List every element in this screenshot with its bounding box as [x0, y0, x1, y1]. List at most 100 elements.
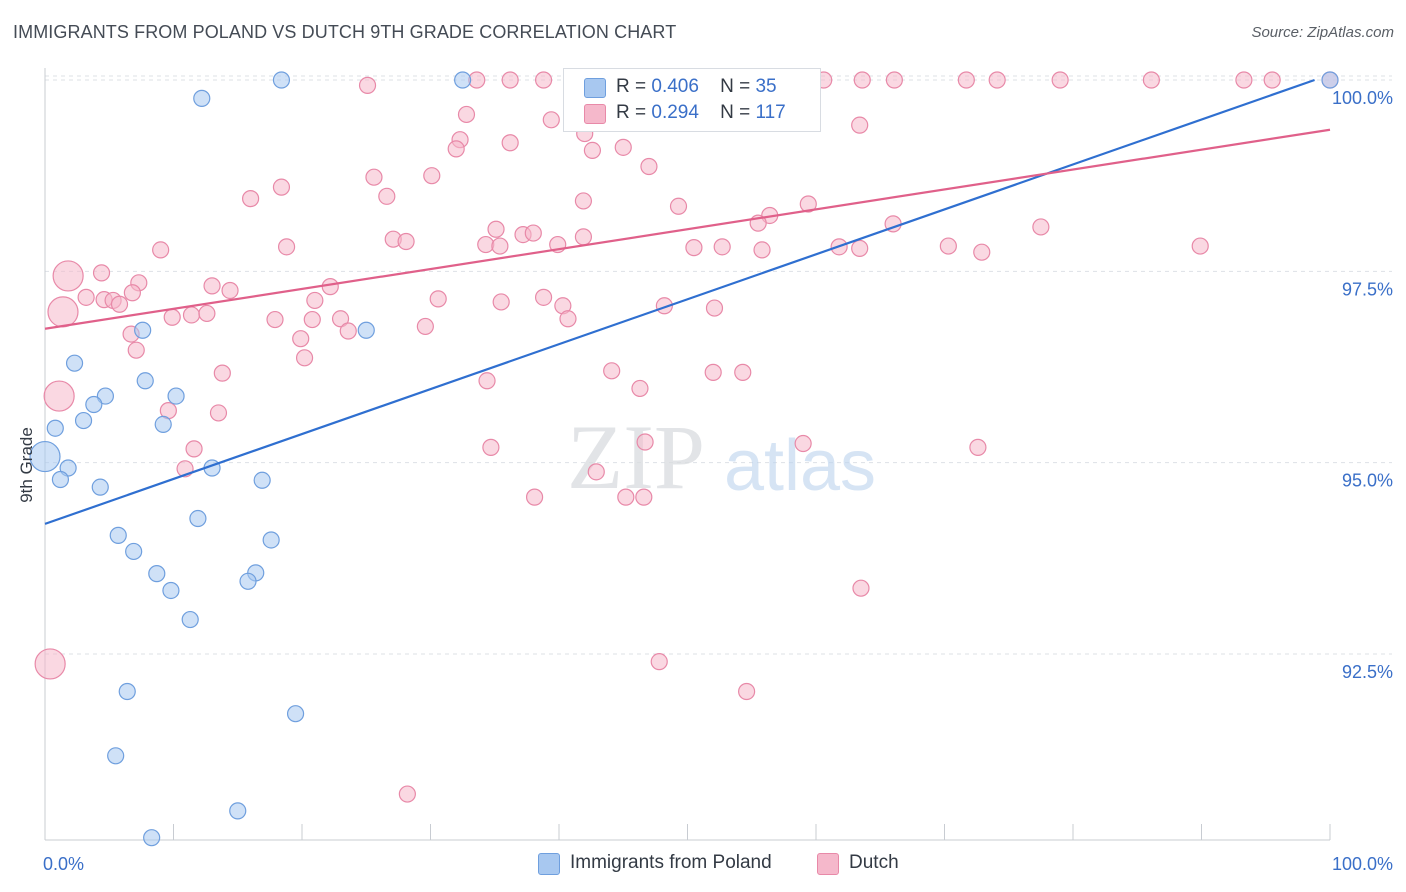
poland-point: [262, 531, 280, 549]
x-tick-label-min: 0.0%: [43, 854, 84, 874]
dutch-point: [542, 111, 560, 129]
poland-point: [65, 354, 84, 372]
r-label: R =: [616, 76, 647, 97]
bottom-legend-label-dutch: Dutch: [849, 852, 899, 873]
poland-point: [125, 542, 143, 561]
dutch-point: [685, 239, 703, 257]
dutch-point: [398, 785, 416, 803]
dutch-point: [988, 71, 1006, 89]
bottom-legend-label-poland: Immigrants from Poland: [570, 852, 772, 873]
poland-point: [193, 89, 211, 107]
poland-point: [154, 415, 172, 433]
dutch-point: [182, 306, 201, 324]
poland-point: [167, 387, 185, 405]
r-label: R =: [616, 102, 647, 123]
poland-point: [107, 747, 125, 765]
dutch-point: [534, 71, 553, 89]
dutch-point: [617, 488, 635, 506]
dutch-point: [704, 363, 722, 381]
poland-point: [253, 471, 271, 489]
r-value-dutch: 0.294: [651, 102, 699, 123]
dutch-trend-line: [44, 128, 1331, 330]
dutch-point: [185, 440, 203, 458]
dutch-point: [213, 364, 231, 382]
dutch-point: [365, 168, 383, 186]
trend-lines: [44, 78, 1331, 525]
dutch-point: [794, 434, 812, 453]
poland-point: [134, 321, 152, 339]
dutch-point: [1051, 71, 1069, 89]
r-value-poland: 0.406: [651, 76, 699, 97]
dutch-point: [272, 178, 291, 196]
y-axis-label: 9th Grade: [17, 427, 36, 503]
dutch-point: [635, 488, 653, 506]
poland-point: [454, 71, 472, 89]
dutch-point: [303, 310, 321, 329]
poland-point: [29, 440, 61, 473]
dutch-point: [650, 653, 668, 671]
dutch-point: [851, 239, 869, 257]
bottom-legend-swatch-poland: [538, 853, 560, 875]
y-tick-label: 97.5%: [1342, 279, 1393, 299]
dutch-point: [77, 288, 95, 306]
poland-point: [118, 682, 136, 701]
dutch-point: [127, 341, 145, 359]
poland-point: [239, 572, 257, 590]
dutch-point: [331, 310, 350, 328]
dutch-point: [429, 290, 447, 308]
dutch-point: [574, 192, 593, 210]
dutch-point: [957, 71, 975, 89]
dutch-point: [447, 140, 465, 158]
dutch-point: [34, 648, 66, 680]
dutch-point: [306, 291, 324, 310]
poland-point: [229, 802, 247, 820]
dutch-point: [669, 197, 688, 215]
dutch-point: [559, 310, 577, 328]
dutch-point: [501, 71, 519, 89]
dutch-points: [34, 71, 1339, 803]
poland-points: [29, 71, 1339, 847]
dutch-point: [339, 322, 357, 340]
dutch-point: [266, 310, 284, 329]
dutch-point: [973, 243, 991, 261]
grid-layer: 100.0% 97.5% 95.0% 92.5%: [45, 75, 1393, 682]
dutch-point: [705, 299, 724, 317]
dutch-point: [416, 317, 434, 336]
dutch-point: [799, 195, 817, 213]
dutch-point: [478, 372, 496, 390]
x-tick-label-max: 100.0%: [1332, 854, 1393, 874]
dutch-point: [525, 488, 544, 506]
poland-point: [189, 509, 207, 528]
poland-point: [136, 372, 154, 390]
watermark: ZIP atlas: [567, 406, 876, 508]
poland-point: [85, 395, 103, 414]
y-tick-label: 100.0%: [1332, 88, 1393, 108]
dutch-point: [969, 438, 987, 456]
poland-point: [286, 705, 305, 723]
poland-point: [51, 470, 70, 489]
n-value-dutch: 117: [755, 102, 786, 123]
poland-point: [148, 565, 166, 583]
dutch-point: [574, 228, 593, 246]
legend-swatch-dutch: [584, 104, 606, 124]
dutch-point: [491, 237, 509, 255]
poland-point: [96, 387, 114, 405]
dutch-point: [713, 238, 731, 256]
dutch-point: [221, 281, 239, 300]
poland-trend-line: [44, 78, 1315, 525]
dutch-point: [501, 134, 519, 152]
dutch-point: [738, 682, 756, 701]
poland-point: [357, 321, 375, 339]
source-label: Source: ZipAtlas.com: [1251, 24, 1394, 41]
dutch-point: [52, 260, 84, 292]
dutch-point: [1142, 71, 1160, 89]
dutch-point: [614, 138, 632, 156]
dutch-point: [492, 293, 510, 311]
dutch-point: [92, 264, 111, 282]
dutch-point: [534, 288, 553, 306]
poland-point: [91, 478, 109, 496]
dutch-point: [1235, 71, 1253, 89]
dutch-point: [295, 349, 314, 367]
poland-point: [181, 610, 199, 629]
